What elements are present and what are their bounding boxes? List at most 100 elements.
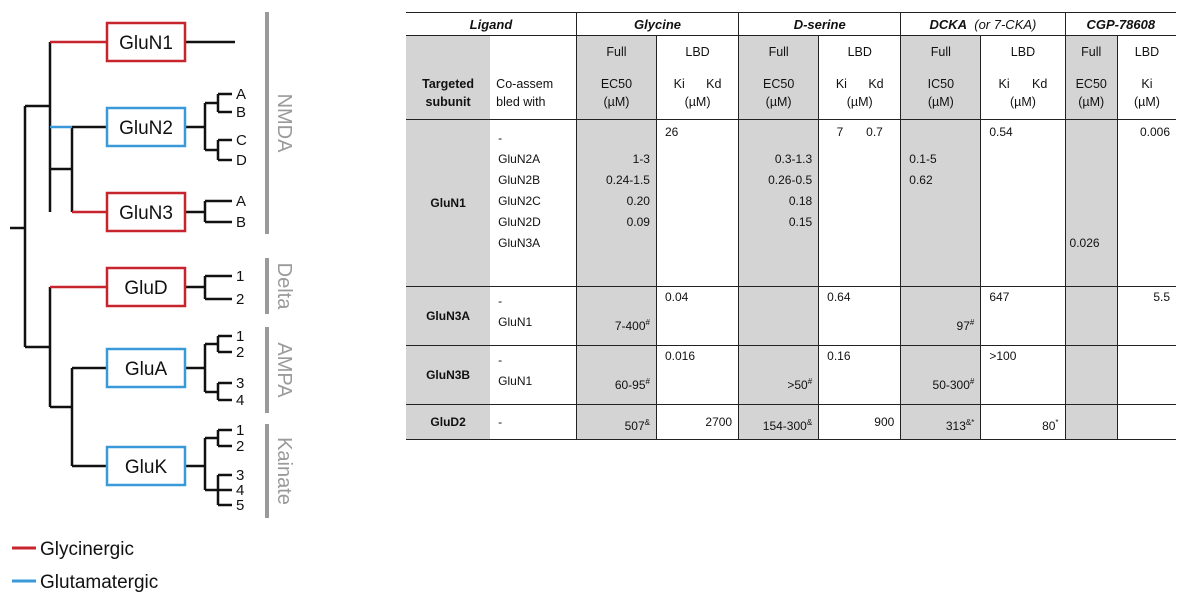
subunit-label: B bbox=[236, 214, 246, 231]
group-bar-kainate bbox=[265, 424, 269, 518]
subunit-label: 1 bbox=[236, 328, 244, 345]
tree-branch bbox=[205, 428, 232, 448]
cell-value: 0.006 bbox=[1139, 125, 1170, 139]
unit-ec50: EC50 (µM) bbox=[738, 67, 819, 120]
row-subunit: GluD2 bbox=[406, 404, 491, 440]
coassembled-value: - bbox=[498, 131, 503, 145]
node-box-glun3 bbox=[105, 191, 187, 233]
cell-value: 0.54 bbox=[989, 125, 1013, 139]
cell-value: 7-400# bbox=[614, 318, 650, 333]
cell-value: 0.1-5 bbox=[909, 152, 937, 166]
cell-value: 647 bbox=[989, 290, 1010, 304]
coassembled-value: GluN3A bbox=[498, 236, 541, 250]
node-box-glud bbox=[105, 266, 187, 308]
cell-value: 7 bbox=[836, 125, 844, 139]
header-dcka: DCKA (or 7-CKA) bbox=[900, 12, 1066, 36]
cell-value: 0.15 bbox=[788, 215, 813, 229]
subunit-label: A bbox=[236, 193, 246, 210]
node-label-gluk: GluK bbox=[125, 457, 168, 478]
node-label-glua: GluA bbox=[125, 359, 168, 380]
header-ligand: Ligand bbox=[406, 12, 577, 36]
coassembled-value: - bbox=[498, 353, 503, 367]
type-lbd: LBD bbox=[655, 35, 739, 67]
subunit-label: B bbox=[236, 104, 246, 121]
tree-branch bbox=[205, 473, 232, 507]
cell-value: 0.64 bbox=[827, 290, 851, 304]
group-label-ampa: AMPA bbox=[273, 342, 295, 398]
unit-ki-kd: Ki Kd (µM) bbox=[980, 67, 1066, 120]
type-lbd: LBD bbox=[980, 35, 1066, 67]
header-d-serine: D-serine bbox=[738, 12, 901, 36]
coassembled-value: - bbox=[498, 414, 503, 429]
cell-value: 26 bbox=[664, 125, 679, 139]
row-subunit: GluN3B bbox=[406, 345, 491, 405]
table-row-glun3a: GluN3A - GluN1 7-400# 0.04 0.64 97# 647 … bbox=[406, 286, 1176, 346]
subunit-label: 1 bbox=[236, 422, 244, 439]
group-label-nmda: NMDA bbox=[273, 94, 295, 154]
group-label-delta: Delta bbox=[273, 263, 295, 311]
ligand-affinity-table: Ligand Glycine D-serine DCKA (or 7-CKA) … bbox=[406, 12, 1176, 440]
coassembled-value: GluN1 bbox=[498, 315, 533, 329]
subunit-label: 4 bbox=[236, 482, 244, 499]
cell-value: 0.09 bbox=[626, 215, 650, 229]
cell-value: 0.026 bbox=[1069, 236, 1100, 250]
subunit-label: 2 bbox=[236, 438, 244, 455]
cell-value: 0.016 bbox=[664, 349, 696, 363]
coassembled-value: GluN1 bbox=[498, 374, 533, 388]
subunit-label: D bbox=[236, 152, 247, 169]
coassembled-value: - bbox=[498, 294, 503, 308]
coassembled-value: GluN2C bbox=[498, 194, 541, 208]
subunit-label: 5 bbox=[236, 497, 244, 514]
subunit-label: A bbox=[236, 86, 246, 103]
cell-value: 900 bbox=[874, 414, 895, 429]
cell-value: 0.04 bbox=[664, 290, 689, 304]
table-row-glun1: GluN1 - GluN2A GluN2B GluN2C GluN2D GluN… bbox=[406, 119, 1176, 287]
cell-value: 0.7 bbox=[866, 125, 883, 139]
tree-branch bbox=[205, 92, 232, 114]
cell-value: 2700 bbox=[705, 414, 733, 429]
cell-value: >50# bbox=[787, 377, 813, 392]
unit-ki-kd: Ki Kd (µM) bbox=[818, 67, 901, 120]
type-full: Full bbox=[738, 35, 819, 67]
node-box-gluk bbox=[105, 445, 187, 487]
unit-ic50: IC50 (µM) bbox=[900, 67, 981, 120]
node-box-glua bbox=[105, 347, 187, 389]
header-coassembled: Co-assem bled with bbox=[490, 67, 577, 120]
type-full: Full bbox=[1064, 35, 1118, 67]
node-box-glun1 bbox=[105, 21, 187, 63]
cell-value: 50-300# bbox=[932, 377, 975, 392]
type-full: Full bbox=[575, 35, 657, 67]
unit-ec50: EC50 (µM) bbox=[575, 67, 657, 120]
type-lbd: LBD bbox=[818, 35, 901, 67]
cell-value: 0.62 bbox=[909, 173, 933, 187]
subunit-label: 2 bbox=[236, 291, 244, 308]
cell-value: 313&* bbox=[945, 417, 975, 433]
node-label-glun2: GluN2 bbox=[119, 118, 173, 139]
subunit-label: 1 bbox=[236, 268, 244, 285]
node-box-glun2 bbox=[105, 106, 187, 148]
node-label-glun3: GluN3 bbox=[119, 203, 173, 224]
cell-value: 0.24-1.5 bbox=[605, 173, 650, 187]
node-label-glud: GluD bbox=[124, 278, 167, 299]
subunit-label: 2 bbox=[236, 344, 244, 361]
table-row-glud2: GluD2 - 507& 2700 154-300& 900 313&* 80* bbox=[406, 404, 1176, 440]
tree-branch bbox=[185, 274, 232, 301]
header-targeted-subunit: Targeted subunit bbox=[406, 67, 491, 120]
tree-branch bbox=[205, 334, 232, 354]
cell-value: 0.3-1.3 bbox=[774, 152, 813, 166]
group-bar-delta bbox=[265, 258, 269, 314]
header-glycine: Glycine bbox=[575, 12, 739, 36]
cell-value: 97# bbox=[956, 318, 975, 333]
header-dcka-alt: (or 7-CKA) bbox=[974, 16, 1037, 32]
unit-ki: Ki (µM) bbox=[1116, 67, 1176, 120]
node-label-glun1: GluN1 bbox=[119, 33, 173, 54]
subunit-label: C bbox=[236, 132, 247, 149]
subunit-label: 4 bbox=[236, 392, 244, 409]
unit-ec50: EC50 (µM) bbox=[1064, 67, 1118, 120]
unit-ki-kd: Ki Kd (µM) bbox=[655, 67, 739, 120]
cell-value: 0.26-0.5 bbox=[768, 173, 813, 187]
cell-value: 60-95# bbox=[614, 377, 650, 392]
group-bar-nmda bbox=[265, 12, 269, 234]
type-lbd: LBD bbox=[1116, 35, 1176, 67]
legend-label-glutamatergic: Glutamatergic bbox=[40, 572, 158, 593]
